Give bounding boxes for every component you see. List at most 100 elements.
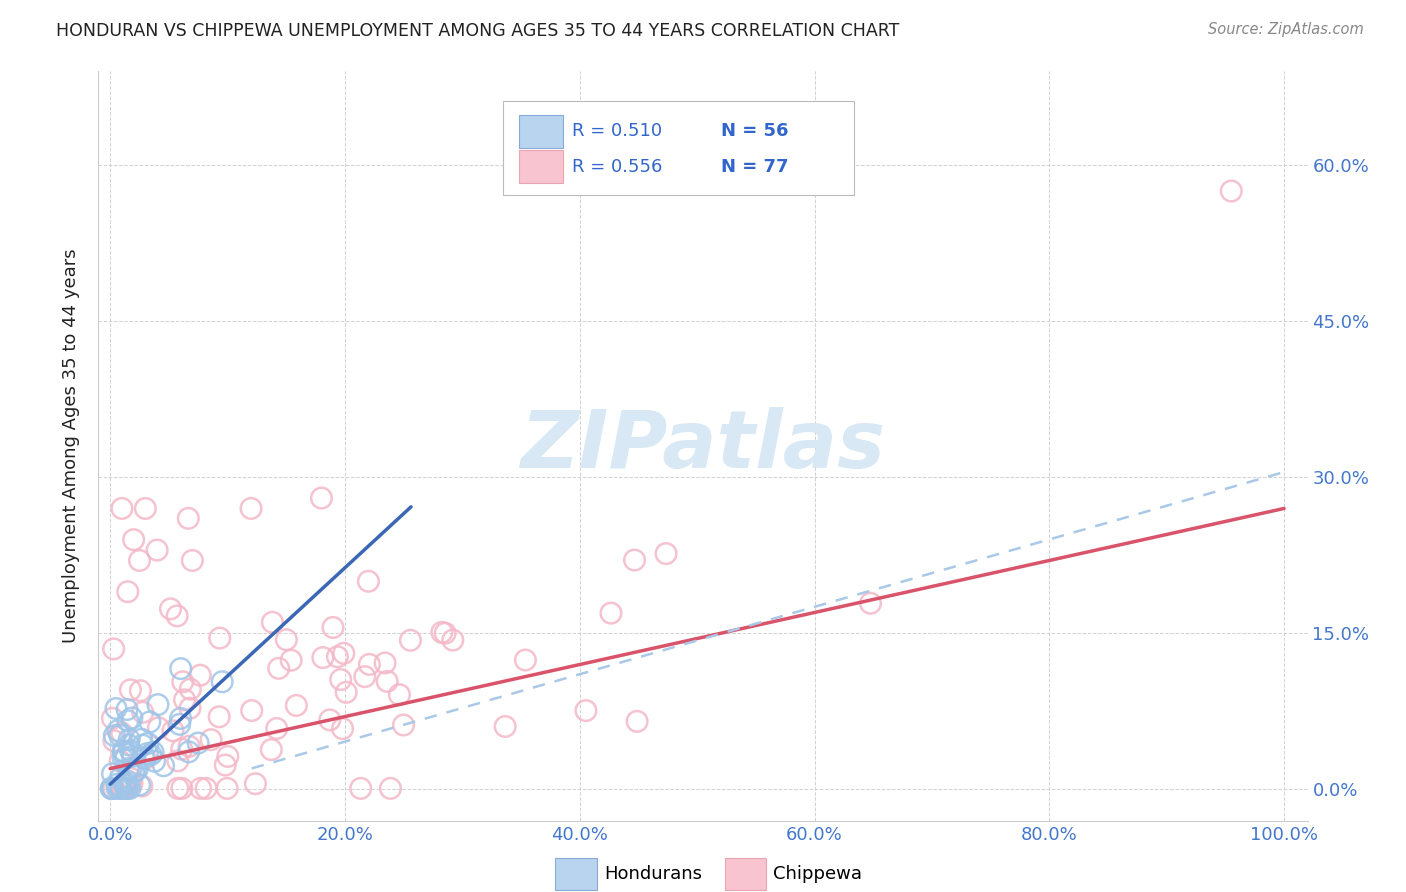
Point <box>187 736 209 750</box>
Point <box>129 683 152 698</box>
Point <box>655 547 678 561</box>
Point <box>179 701 201 715</box>
Point <box>430 625 453 640</box>
Point <box>134 751 156 765</box>
Point <box>152 758 174 772</box>
Point <box>623 553 645 567</box>
Point <box>111 726 134 740</box>
Point <box>132 706 155 720</box>
Point <box>100 781 122 796</box>
Point <box>217 749 239 764</box>
Point <box>112 745 135 759</box>
Point <box>122 533 145 547</box>
Point <box>120 743 142 757</box>
Point <box>110 781 132 796</box>
Point <box>399 633 422 648</box>
Point <box>285 698 308 713</box>
Point <box>169 711 191 725</box>
Point <box>139 747 162 762</box>
Point <box>111 781 134 796</box>
Y-axis label: Unemployment Among Ages 35 to 44 years: Unemployment Among Ages 35 to 44 years <box>62 249 80 643</box>
Point <box>121 749 143 764</box>
Point <box>105 777 128 791</box>
Point <box>350 781 373 796</box>
Point <box>374 656 396 670</box>
Point <box>329 673 352 687</box>
Point <box>626 714 648 729</box>
Point <box>142 745 165 759</box>
Point <box>101 781 124 796</box>
Point <box>260 742 283 756</box>
Point <box>262 615 284 630</box>
Point <box>357 574 380 589</box>
Point <box>333 646 356 660</box>
Text: N = 77: N = 77 <box>721 158 789 176</box>
Point <box>136 736 159 750</box>
Point <box>190 781 212 796</box>
Point <box>211 674 233 689</box>
Point <box>108 728 131 742</box>
Point <box>110 781 132 796</box>
Point <box>217 781 239 796</box>
Point <box>146 698 169 712</box>
Point <box>112 744 135 758</box>
Point <box>127 763 149 777</box>
Point <box>118 738 141 752</box>
Point <box>124 764 146 779</box>
Point <box>105 781 128 796</box>
Point <box>375 674 398 689</box>
Point <box>131 779 153 793</box>
Text: Hondurans: Hondurans <box>603 865 702 883</box>
Point <box>214 758 236 772</box>
Point <box>441 633 464 648</box>
Point <box>114 781 136 796</box>
Point <box>170 662 193 676</box>
Point <box>101 711 124 725</box>
Point <box>118 732 141 747</box>
Point <box>208 710 231 724</box>
Text: R = 0.510: R = 0.510 <box>572 122 662 140</box>
Point <box>575 704 598 718</box>
Point <box>111 781 134 796</box>
Point <box>115 702 138 716</box>
Point <box>434 626 457 640</box>
Point <box>245 777 267 791</box>
Point <box>107 723 129 738</box>
Point <box>195 781 218 796</box>
Point <box>208 631 231 645</box>
Point <box>111 745 134 759</box>
Point <box>515 653 537 667</box>
Point <box>121 776 143 790</box>
Point <box>118 781 141 796</box>
Point <box>131 732 153 747</box>
Point <box>146 543 169 558</box>
Point <box>105 701 128 715</box>
Point <box>103 733 125 747</box>
Point <box>380 781 402 796</box>
Point <box>101 766 124 780</box>
Point <box>392 718 415 732</box>
Point <box>117 584 139 599</box>
Point <box>179 682 201 697</box>
Point <box>494 719 516 733</box>
FancyBboxPatch shape <box>519 115 562 148</box>
Point <box>322 620 344 634</box>
Text: HONDURAN VS CHIPPEWA UNEMPLOYMENT AMONG AGES 35 TO 44 YEARS CORRELATION CHART: HONDURAN VS CHIPPEWA UNEMPLOYMENT AMONG … <box>56 22 900 40</box>
Point <box>121 746 143 760</box>
FancyBboxPatch shape <box>555 858 596 889</box>
Point <box>240 501 263 516</box>
Point <box>166 754 188 768</box>
Point <box>131 738 153 752</box>
Text: Chippewa: Chippewa <box>773 865 862 883</box>
Text: ZIPatlas: ZIPatlas <box>520 407 886 485</box>
Point <box>326 649 349 664</box>
Point <box>114 781 136 796</box>
Point <box>181 553 204 567</box>
Point <box>266 722 288 736</box>
Point <box>121 711 143 725</box>
Point <box>170 781 193 796</box>
Point <box>276 632 298 647</box>
Point <box>110 754 132 768</box>
Text: R = 0.556: R = 0.556 <box>572 158 662 176</box>
Point <box>117 762 139 776</box>
